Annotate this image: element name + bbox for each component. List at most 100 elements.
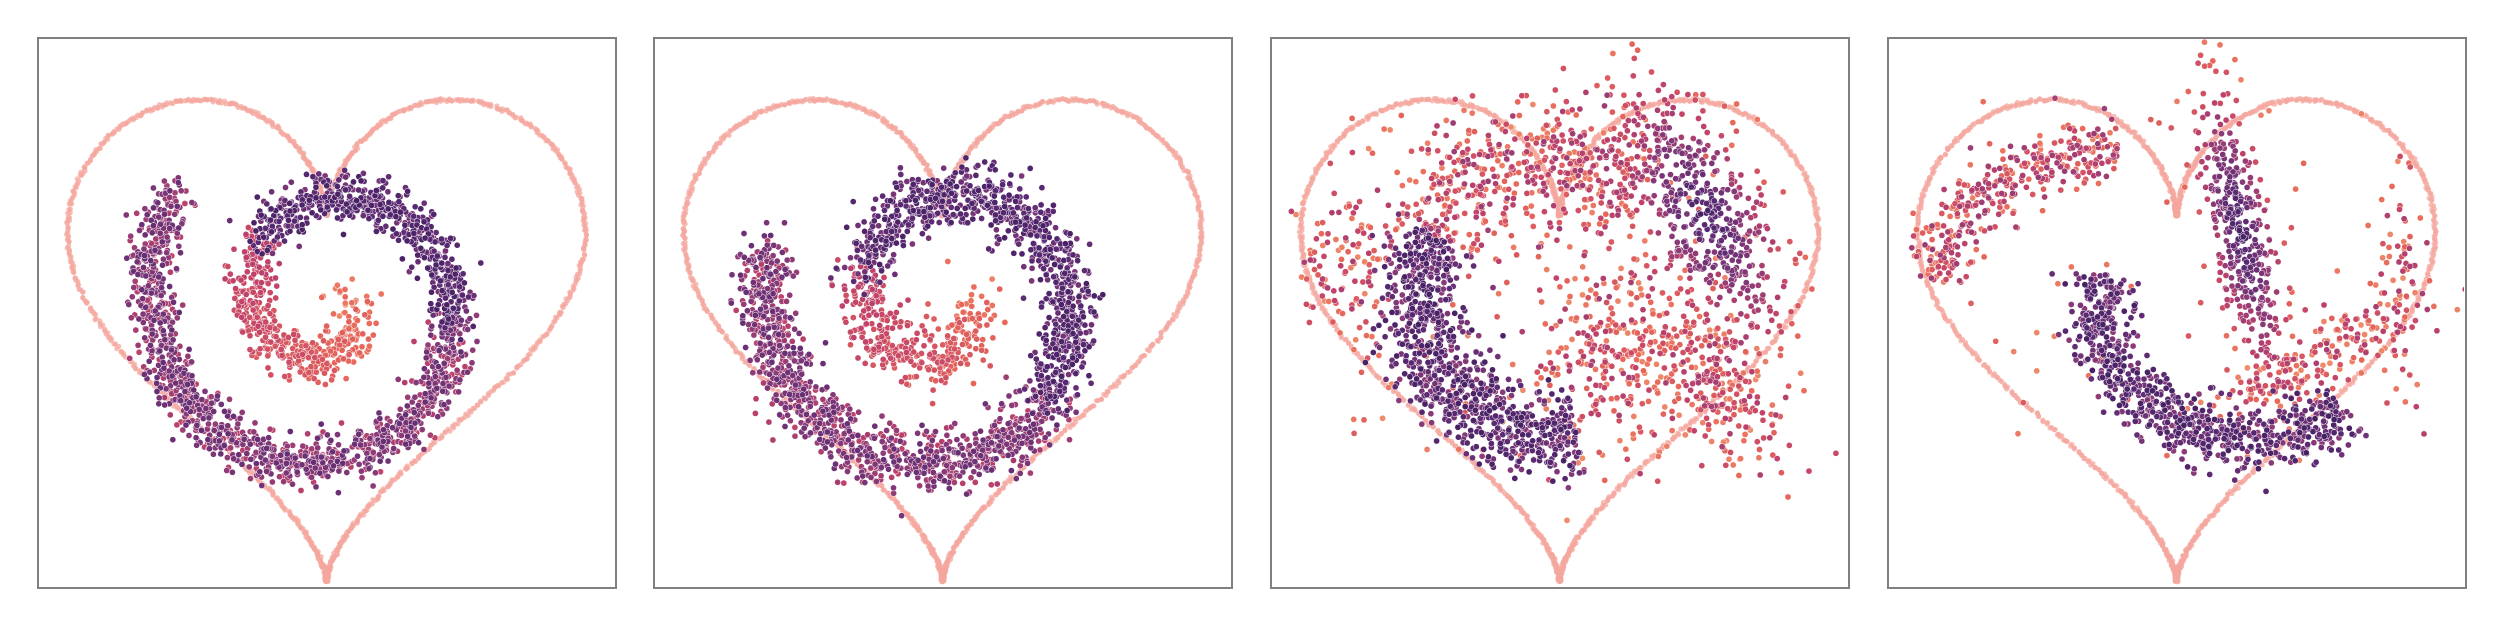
data-point: [141, 252, 148, 259]
boundary-point: [965, 150, 971, 156]
boundary-point: [73, 275, 79, 281]
boundary-point: [1189, 179, 1195, 185]
data-point: [170, 356, 178, 364]
boundary-point: [578, 202, 584, 208]
boundary-point: [1161, 140, 1167, 146]
boundary-point: [477, 398, 484, 404]
data-point: [473, 312, 480, 319]
data-point: [895, 352, 902, 360]
data-point: [432, 261, 440, 269]
data-point: [459, 270, 467, 278]
data-point: [246, 237, 254, 245]
boundary-point: [963, 525, 969, 531]
boundary-point: [485, 390, 491, 397]
data-point: [950, 335, 958, 342]
data-point: [402, 411, 409, 419]
data-point: [396, 405, 404, 413]
boundary-point: [581, 246, 587, 252]
data-point: [312, 194, 320, 202]
data-point: [327, 347, 334, 355]
data-point: [847, 328, 854, 336]
data-point: [342, 173, 350, 181]
data-point: [223, 467, 231, 474]
data-point: [243, 268, 251, 276]
data-point: [256, 329, 264, 336]
data-point: [984, 306, 992, 313]
boundary-point: [256, 114, 262, 120]
data-point: [395, 198, 403, 206]
data-point: [887, 354, 894, 362]
data-point: [159, 310, 167, 318]
data-point: [989, 334, 997, 342]
data-point: [360, 170, 367, 177]
data-point: [435, 363, 442, 370]
data-point: [418, 426, 426, 433]
heart-boundary-1: [64, 96, 590, 585]
data-point: [341, 166, 348, 174]
data-point: [266, 425, 274, 433]
data-point: [912, 336, 920, 344]
data-point: [298, 201, 306, 209]
data-point: [438, 259, 446, 267]
boundary-point: [273, 496, 279, 502]
data-point: [155, 273, 163, 281]
data-point: [266, 324, 274, 331]
data-point: [257, 211, 265, 219]
data-point: [929, 400, 936, 407]
data-point: [322, 381, 329, 388]
data-point: [296, 368, 304, 376]
data-point: [451, 270, 459, 278]
boundary-point: [501, 379, 507, 385]
data-point: [122, 211, 130, 219]
boundary-point: [80, 294, 86, 301]
data-point: [752, 410, 759, 417]
boundary-point: [354, 520, 360, 526]
data-point: [925, 366, 932, 374]
data-point: [236, 415, 244, 422]
data-point: [258, 279, 265, 286]
data-point: [139, 310, 147, 318]
data-point: [321, 193, 329, 201]
boundary-point: [379, 488, 385, 495]
data-point: [863, 344, 871, 352]
data-point: [956, 319, 963, 327]
data-point: [155, 213, 163, 221]
data-point: [157, 292, 165, 299]
data-point: [156, 319, 164, 327]
data-point: [210, 450, 217, 458]
data-point: [368, 202, 375, 209]
data-point: [329, 448, 337, 456]
data-point: [376, 201, 384, 208]
data-point: [896, 301, 904, 309]
data-point: [258, 482, 266, 489]
data-point: [924, 300, 932, 308]
data-point: [224, 430, 232, 438]
data-point: [957, 360, 965, 367]
data-point: [276, 473, 283, 481]
boundary-point: [1082, 408, 1088, 414]
boundary-point: [1127, 369, 1133, 375]
boundary-point: [1116, 380, 1122, 386]
data-point: [934, 325, 942, 333]
boundary-point: [875, 113, 881, 119]
data-point: [842, 292, 850, 299]
boundary-point: [447, 428, 453, 434]
data-point: [421, 254, 428, 262]
scatter-panel-2: [653, 37, 1233, 589]
data-point: [477, 259, 485, 267]
data-point: [272, 294, 280, 302]
data-point: [180, 369, 188, 377]
data-point: [193, 441, 200, 449]
data-point: [417, 205, 425, 213]
data-point: [944, 332, 951, 340]
data-point: [376, 415, 384, 422]
data-point: [297, 487, 305, 494]
data-point: [314, 444, 322, 452]
data-point: [404, 433, 411, 440]
boundary-point: [545, 138, 552, 144]
data-point: [173, 265, 180, 273]
data-point: [375, 451, 383, 459]
data-point: [358, 343, 366, 351]
boundary-point: [466, 408, 473, 414]
data-point: [133, 209, 141, 217]
